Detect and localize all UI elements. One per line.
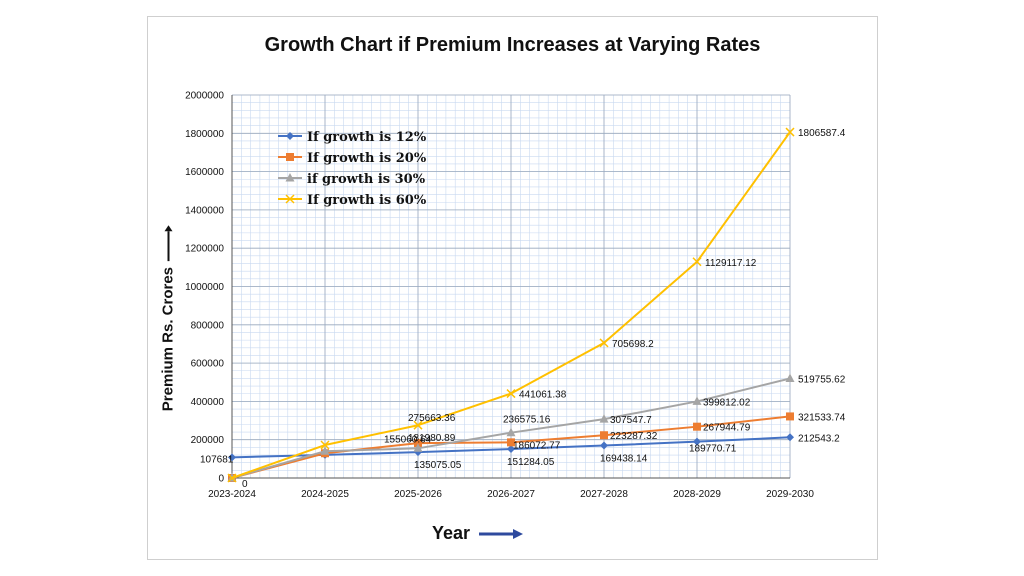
data-point-stroke	[506, 389, 516, 399]
data-label: 135075.05	[414, 460, 462, 471]
data-label: 0	[242, 479, 248, 490]
y-tick-label: 2000000	[185, 91, 224, 102]
data-point	[693, 437, 701, 446]
legend-label: If growth is 60%	[307, 193, 427, 208]
data-label: 186072.77	[513, 440, 561, 451]
data-label: 441061.38	[519, 390, 567, 401]
arrow-right-icon	[479, 529, 524, 540]
data-point-stroke	[413, 420, 423, 430]
data-point	[600, 431, 608, 440]
data-label: 1129117.12	[705, 258, 757, 269]
data-label: 1806587.4	[798, 128, 846, 139]
data-label: 321533.74	[798, 412, 846, 423]
data-point	[692, 396, 702, 405]
data-point	[599, 414, 609, 423]
data-label: 181980.89	[408, 433, 456, 444]
x-axis-title: Year	[432, 523, 524, 544]
data-label: 705698.2	[612, 339, 654, 350]
legend-label: If growth is 20%	[307, 151, 427, 166]
data-point	[413, 420, 423, 430]
arrow-up-icon	[164, 224, 173, 261]
data-label: 223287.32	[610, 431, 658, 442]
x-axis-title-text: Year	[432, 523, 471, 543]
y-tick-label: 1400000	[185, 205, 224, 216]
data-point	[414, 439, 422, 448]
legend-marker-stroke	[285, 194, 295, 204]
data-label: 107681	[200, 454, 234, 465]
x-tick-label: 2026-2027	[487, 489, 535, 500]
x-tick-label: 2025-2026	[394, 489, 442, 500]
data-point	[506, 389, 516, 399]
legend-marker	[285, 194, 295, 204]
data-point-stroke	[227, 473, 237, 483]
y-tick-label: 1600000	[185, 167, 224, 178]
chart-title: Growth Chart if Premium Increases at Var…	[264, 34, 761, 56]
data-label: 519755.62	[798, 374, 846, 385]
legend-marker	[286, 132, 294, 140]
y-tick-label: 1000000	[185, 282, 224, 293]
data-label: 275663.36	[408, 413, 456, 424]
data-point	[227, 473, 237, 483]
data-point	[507, 438, 515, 447]
data-point	[785, 373, 795, 382]
data-point	[785, 127, 795, 137]
data-label: 189770.71	[689, 444, 737, 455]
legend-label: if growth is 30%	[307, 172, 426, 187]
data-point	[786, 433, 794, 442]
series-4: 275663.36 441061.38 705698.2 1129117.12 1806…	[227, 127, 846, 483]
y-tick-label: 1200000	[185, 244, 224, 255]
y-tick-label: 600000	[191, 359, 225, 370]
x-tick-label: 2029-2030	[766, 489, 814, 500]
legend-label: If growth is 12%	[307, 130, 427, 145]
x-tick-label: 2023-2024	[208, 489, 256, 500]
data-label: 267944.79	[703, 423, 751, 434]
data-label: 151284.05	[507, 457, 555, 468]
data-point	[506, 427, 516, 437]
y-axis-title: Premium Rs. Crores	[160, 224, 177, 411]
y-tick-label: 400000	[191, 397, 225, 408]
data-point	[320, 440, 330, 450]
data-point	[600, 441, 608, 450]
legend-item: If growth is 12%	[278, 130, 427, 145]
x-tick-label: 2027-2028	[580, 489, 628, 500]
legend-item: If growth is 20%	[278, 151, 427, 166]
legend-marker	[286, 153, 294, 161]
data-point-stroke	[692, 257, 702, 267]
data-label: 399812.02	[703, 397, 751, 408]
data-label: 307547.7	[610, 415, 652, 426]
data-point	[599, 338, 609, 348]
y-tick-label: 1800000	[185, 129, 224, 140]
data-point	[228, 453, 236, 462]
legend-item: if growth is 30%	[278, 172, 426, 187]
data-point	[693, 422, 701, 431]
series-3: 0 155060.64 236575.16 307547.7 399812.02 5197…	[227, 373, 846, 490]
y-tick-label: 0	[218, 474, 224, 485]
data-point	[320, 446, 330, 455]
y-tick-label: 800000	[191, 320, 225, 331]
legend: If growth is 12% If growth is 20% if growt…	[278, 130, 427, 208]
data-label: 212543.2	[798, 433, 840, 444]
data-point-stroke	[599, 338, 609, 348]
data-point	[786, 412, 794, 421]
data-point-stroke	[320, 440, 330, 450]
y-tick-label: 200000	[191, 435, 225, 446]
data-label: 169438.14	[600, 454, 648, 465]
x-tick-label: 2028-2029	[673, 489, 721, 500]
x-tick-label: 2024-2025	[301, 489, 349, 500]
data-label: 155060.64	[384, 434, 432, 445]
legend-item: If growth is 60%	[278, 193, 427, 208]
legend-marker	[285, 173, 295, 182]
data-point-stroke	[785, 127, 795, 137]
data-label: 236575.16	[503, 415, 551, 426]
data-point	[507, 445, 515, 454]
data-point	[692, 257, 702, 267]
data-point	[413, 443, 423, 452]
